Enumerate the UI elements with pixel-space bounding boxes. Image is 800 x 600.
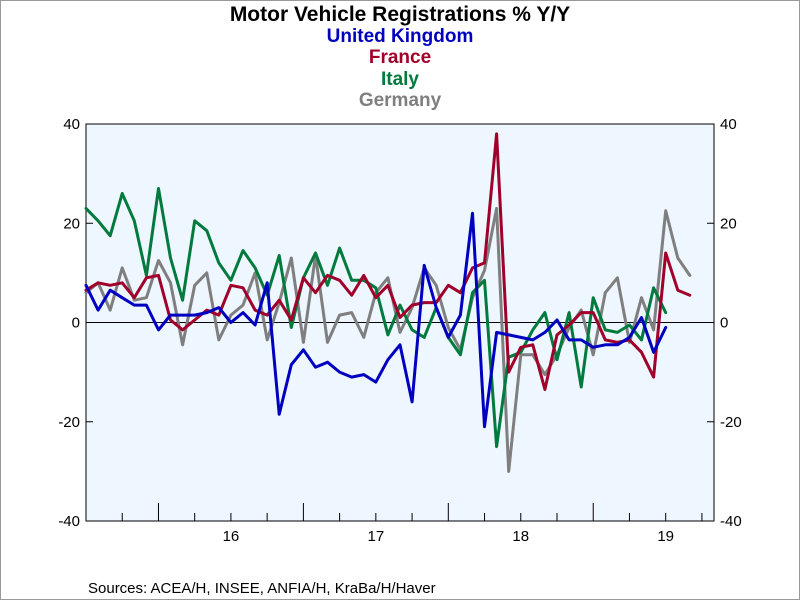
x-tick-label: 16	[223, 528, 240, 545]
x-tick-label: 18	[512, 528, 529, 545]
y-tick-label-left: 0	[72, 315, 80, 332]
legend-entry-germany: Germany	[359, 90, 442, 111]
y-tick-label-right: 0	[720, 315, 728, 332]
y-tick-label-right: -20	[720, 414, 742, 431]
y-tick-label-left: -40	[58, 513, 80, 530]
legend-entry-france: France	[369, 47, 431, 68]
series-line-united-kingdom	[84, 211, 668, 429]
legend-entry-united-kingdom: United Kingdom	[327, 26, 474, 47]
y-tick-label-right: 40	[720, 116, 737, 133]
series-layer	[84, 132, 692, 473]
source-note: Sources: ACEA/H, INSEE, ANFIA/H, KraBa/H…	[88, 580, 436, 597]
series-line-italy	[84, 187, 668, 449]
legend-entry-italy: Italy	[381, 69, 419, 90]
x-tick-label: 17	[368, 528, 385, 545]
y-tick-label-left: 20	[63, 215, 80, 232]
y-tick-label-left: 40	[63, 116, 80, 133]
chart-title: Motor Vehicle Registrations % Y/Y	[230, 3, 570, 26]
series-line-france	[84, 132, 692, 391]
y-tick-label-right: 20	[720, 215, 737, 232]
axis-ticks: -40 -40 -20 -20 0 0 20 20 40 40 16 17 18 19	[58, 116, 741, 545]
y-tick-label-right: -40	[720, 513, 742, 530]
x-tick-label: 19	[657, 528, 674, 545]
y-tick-label-left: -20	[58, 414, 80, 431]
